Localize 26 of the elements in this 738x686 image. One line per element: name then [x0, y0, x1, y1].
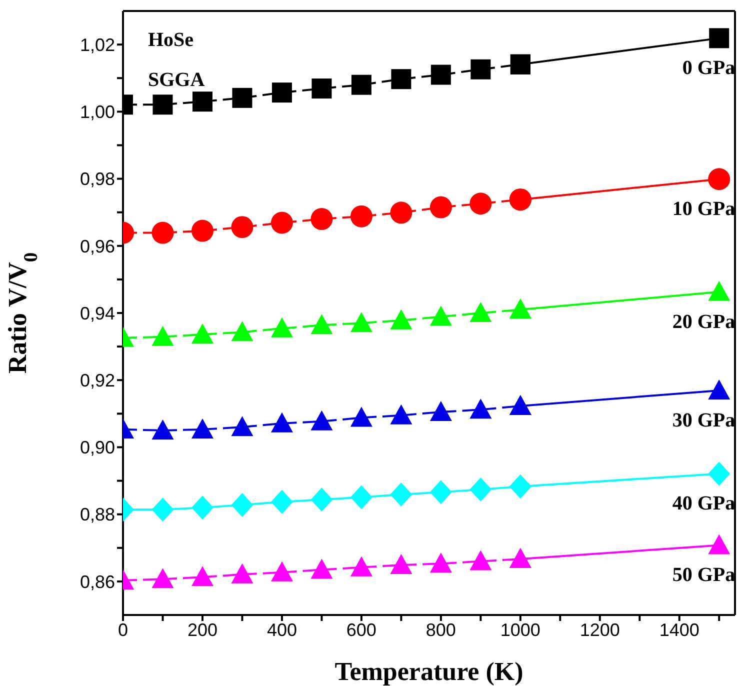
series-label: 40 GPa: [672, 492, 736, 515]
x-tick-label: 1200: [580, 620, 620, 640]
y-tick-label: 1,02: [80, 34, 115, 55]
x-axis-title: Temperature (K): [334, 657, 524, 686]
x-tick-label: 1400: [659, 620, 700, 640]
x-tick-label: 1000: [500, 620, 540, 640]
x-tick-label: 800: [426, 620, 456, 640]
y-tick-label: 0,86: [80, 572, 115, 592]
x-tick-label: 400: [266, 620, 297, 640]
annotation: SGGA: [148, 68, 205, 93]
y-tick-label: 0,90: [80, 438, 115, 458]
series-label: 20 GPa: [672, 310, 736, 333]
series-label: 0 GPa: [682, 57, 736, 80]
series-label: 50 GPa: [672, 564, 736, 586]
series-label: 10 GPa: [672, 198, 736, 220]
x-tick-label: 600: [346, 620, 376, 640]
y-tick-label: 0,98: [80, 169, 115, 190]
y-tick-label: 0,96: [80, 236, 115, 256]
x-tick-label: 200: [187, 620, 218, 640]
y-tick-label: 0,88: [80, 504, 115, 525]
y-tick-label: 0,94: [80, 303, 115, 324]
series-label: 30 GPa: [672, 410, 736, 432]
x-tick-label: 0: [118, 620, 128, 640]
y-tick-label: 1,00: [80, 102, 115, 122]
annotation: HoSe: [148, 28, 195, 53]
y-tick-label: 0,92: [80, 370, 115, 390]
